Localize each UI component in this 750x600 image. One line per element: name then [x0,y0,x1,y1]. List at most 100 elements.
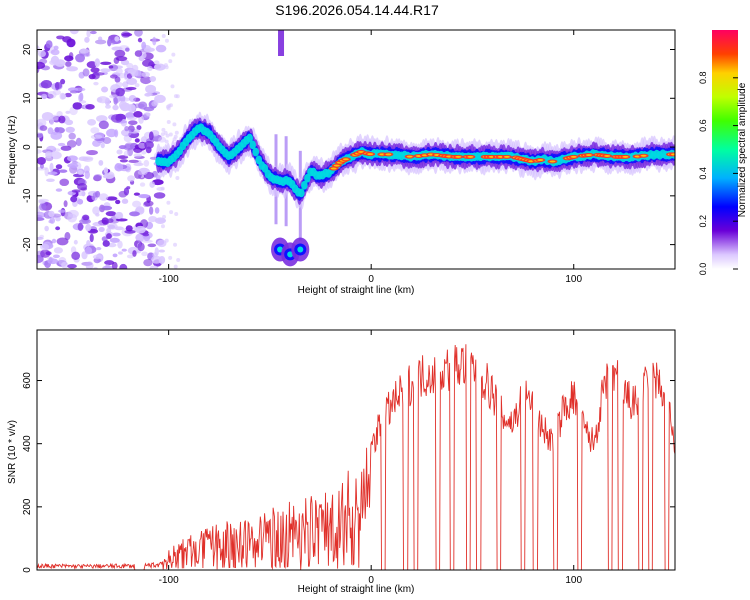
colorbar-tick-label-2: 0.4 [698,167,708,180]
noise-blob [126,186,131,190]
ridge-core [455,155,462,158]
noise-blob [40,80,53,89]
noise-blob [115,211,123,220]
noise-blob [137,242,145,252]
snr-ytick-label-3: 600 [22,372,33,389]
noise-blob [89,233,94,243]
noise-blob [133,162,144,167]
noise-blob [39,243,50,251]
noise-blob [60,93,67,100]
spectrogram-ytick-label-1: -10 [22,188,33,203]
noise-blob [110,113,123,123]
noise-blob [66,140,77,148]
noise-blob [60,145,72,151]
noise-blob [166,200,171,205]
noise-blob [134,225,146,234]
noise-blob [155,44,167,53]
noise-blob [149,265,159,269]
noise-blob [118,251,123,255]
noise-blob [135,233,145,242]
noise-blob [66,38,76,48]
noise-blob [66,66,78,72]
noise-blob [63,200,68,208]
noise-blob [85,104,95,110]
noise-blob [144,92,153,97]
noise-blob [85,223,92,232]
noise-blob [105,196,118,201]
noise-blob [164,139,169,144]
noise-blob [54,81,63,89]
noise-blob [93,174,103,180]
noise-blob [155,174,161,181]
ridge-core [570,155,577,158]
noise-blob [134,138,140,143]
noise-blob [99,193,109,201]
noise-blob [107,38,112,47]
noise-blob [68,52,74,60]
noise-blob [45,151,53,159]
noise-blob [106,128,117,138]
noise-blob [69,30,79,35]
snr-xtick-label-2: 100 [565,575,582,586]
noise-blob [79,48,90,54]
noise-blob [77,222,84,231]
noise-blob [138,142,146,149]
noise-blob [68,132,76,140]
noise-blob [46,178,55,182]
noise-blob [133,192,141,196]
noise-blob [148,216,158,223]
noise-blob [113,97,118,105]
noise-blob [100,205,113,211]
noise-blob [123,150,129,157]
noise-blob [106,218,114,223]
noise-blob [121,32,133,37]
spectrogram-ylabel: Frequency (Hz) [7,116,18,185]
ridge-core [330,167,337,170]
noise-blob [160,186,165,191]
noise-blob [100,142,105,149]
noise-blob [84,36,90,43]
noise-blob [142,233,150,237]
noise-blob [121,129,132,137]
noise-blob [137,169,148,176]
noise-blob [157,239,167,248]
noise-blob [50,151,62,160]
noise-blob [161,127,166,132]
spectrogram-image [37,30,675,269]
noise-blob [118,145,127,150]
snr-series-line [37,344,675,570]
noise-blob [53,247,64,254]
noise-blob [49,59,60,66]
noise-blob [126,254,134,259]
noise-blob [152,36,157,46]
noise-blob [48,219,54,224]
noise-blob [47,258,59,265]
noise-blob [106,233,112,240]
spectrogram-ytick-label-3: 10 [22,92,33,104]
noise-blob [117,240,123,249]
noise-blob [138,193,150,199]
noise-blob [128,94,137,102]
snr-ytick-label-2: 400 [22,435,33,452]
noise-blob [127,175,135,182]
noise-blob [49,162,54,172]
noise-blob [115,218,128,222]
streak [278,30,285,56]
noise-blob [176,258,181,263]
colorbar-label: Normalized spectral amplitude [737,82,748,217]
noise-blob [92,206,100,215]
noise-blob [112,104,119,111]
spectrogram-ytick-label-4: 20 [22,44,33,56]
snr-xtick-label-0: -100 [159,575,179,586]
noise-blob [100,61,112,65]
noise-blob [128,120,138,126]
noise-blob [105,264,110,269]
noise-blob [75,137,82,147]
noise-blob [73,239,78,245]
noise-blob [125,225,133,232]
snr-panel: -100 0 100 0 200 400 600 Height of straight li… [7,329,676,595]
noise-blob [100,68,111,73]
noise-blob [98,226,105,233]
noise-blob [64,232,71,241]
noise-blob [136,125,142,131]
